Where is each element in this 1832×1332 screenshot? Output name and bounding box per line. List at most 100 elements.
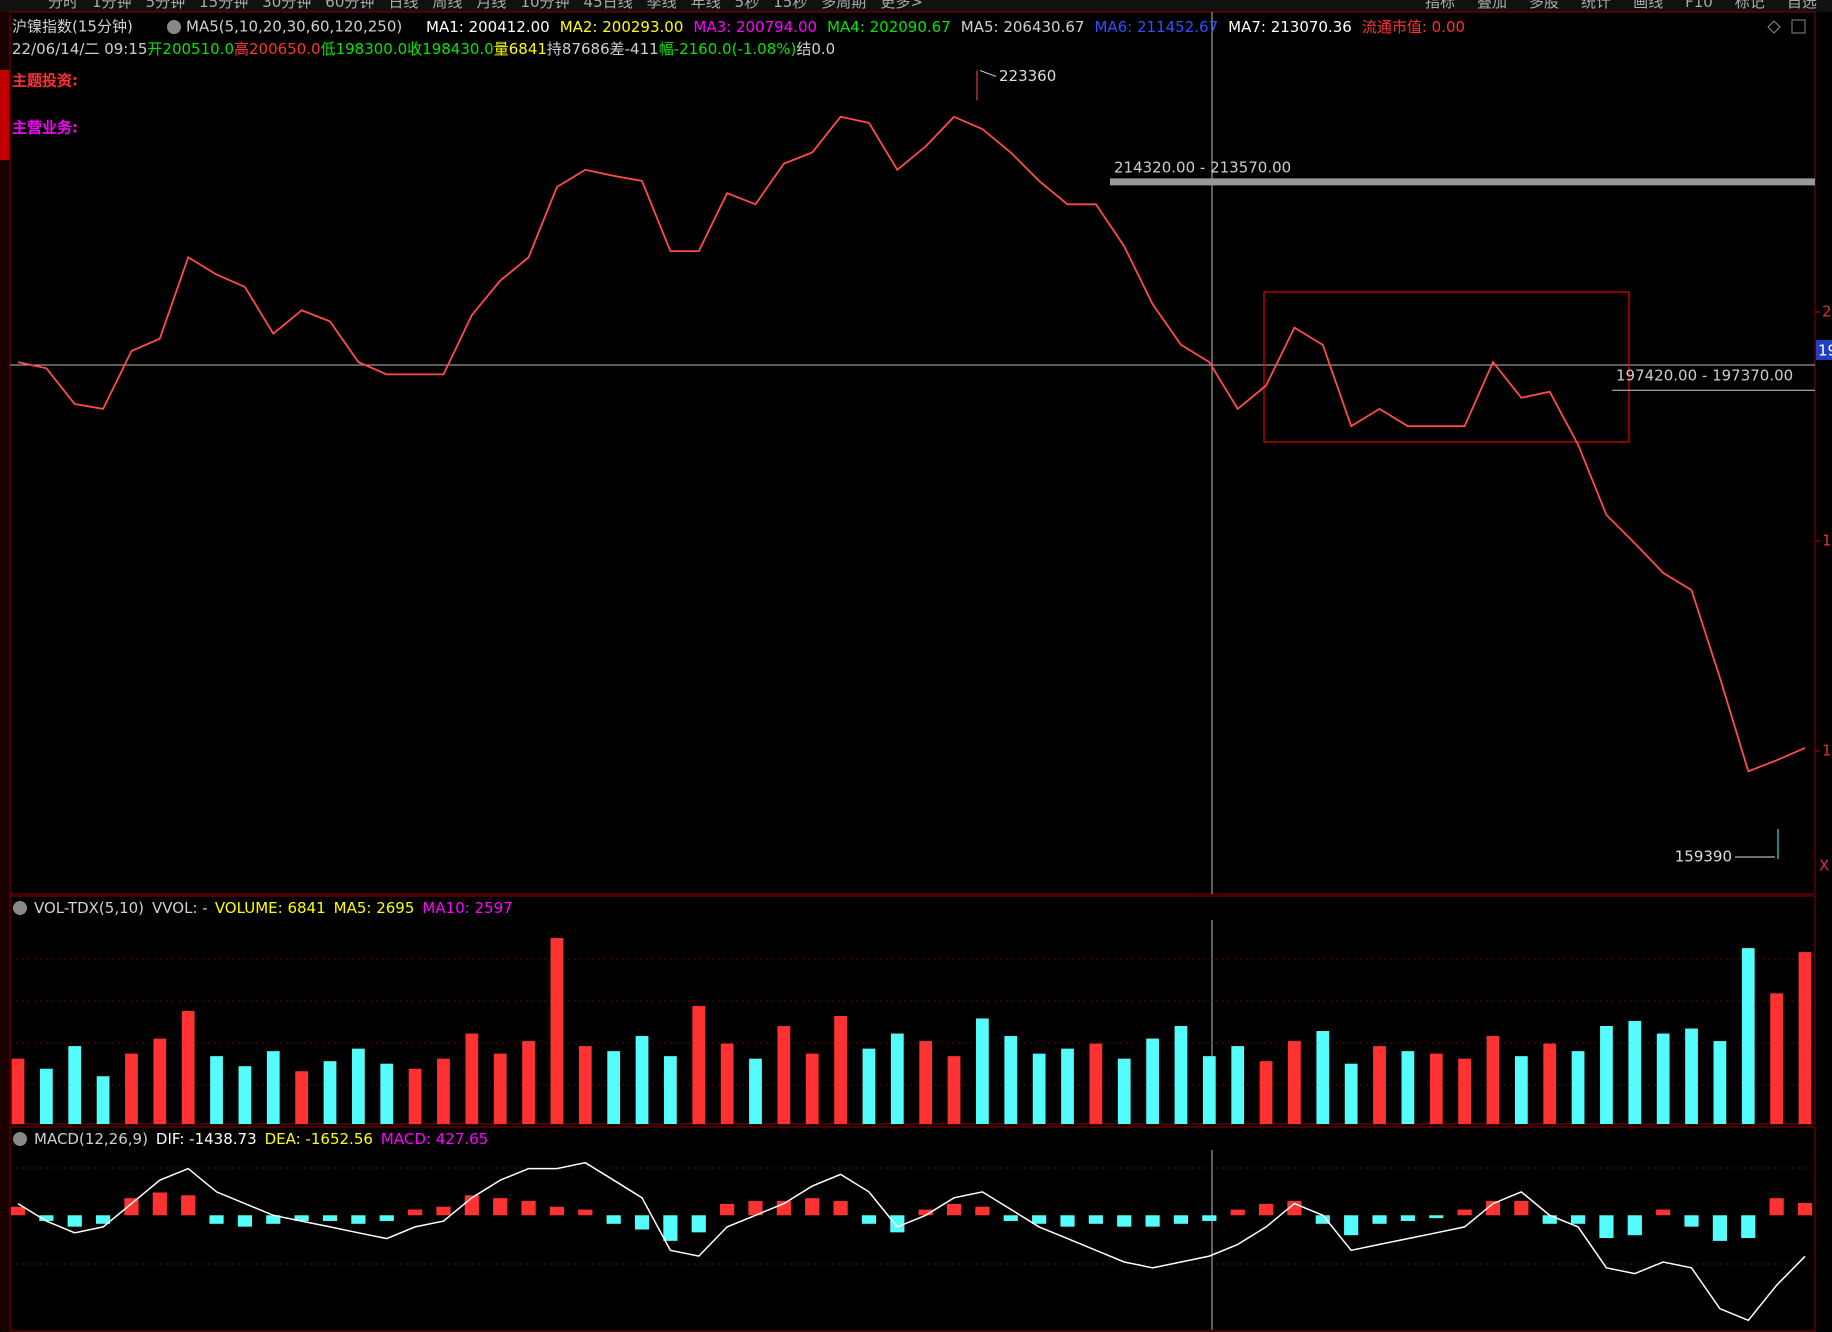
macd-bar	[1400, 1215, 1415, 1221]
macd-header-item: DEA: -1652.56	[265, 1130, 373, 1148]
macd-bar	[748, 1201, 763, 1216]
menu-periods-item[interactable]: 10分钟	[520, 0, 569, 11]
ma-values-item: MA5: 206430.67	[961, 18, 1085, 36]
ma-values-item: MA2: 200293.00	[560, 18, 684, 36]
volume-bar	[1600, 1026, 1613, 1124]
menu-periods-item[interactable]: 30分钟	[262, 0, 311, 11]
quote-item: 低198300.0	[321, 40, 408, 58]
menu-tools-item[interactable]: 自选	[1787, 0, 1817, 11]
dropdown-icon[interactable]	[13, 1132, 27, 1146]
macd-bar	[861, 1215, 877, 1224]
menu-periods-item[interactable]: 分时	[48, 0, 78, 11]
volume-bar	[522, 1041, 535, 1124]
macd-bar	[1457, 1209, 1472, 1216]
macd-bar	[946, 1203, 962, 1216]
volume-bar	[210, 1056, 223, 1124]
macd-bar	[691, 1215, 706, 1233]
volume-bar	[1174, 1026, 1188, 1124]
menu-periods-item[interactable]: 日线	[388, 0, 418, 11]
volume-bar	[862, 1048, 876, 1124]
quote-item: 开200510.0	[147, 40, 234, 58]
volume-bar	[1288, 1041, 1301, 1124]
axis-marker-box	[1816, 340, 1832, 360]
macd-bar	[67, 1215, 82, 1227]
volume-bar	[465, 1033, 479, 1124]
macd-bar	[10, 1206, 26, 1216]
volume-bar	[1117, 1058, 1131, 1124]
macd-bar	[1741, 1215, 1756, 1239]
menu-tools-item[interactable]: 标记	[1735, 0, 1765, 11]
volume-bar	[1401, 1051, 1415, 1124]
volume-bar	[1032, 1053, 1046, 1124]
price-level-label: 214320.00 - 213570.00	[1114, 158, 1291, 176]
low-label: 159390	[1675, 847, 1732, 865]
menu-periods-item[interactable]: 1分钟	[92, 0, 132, 11]
volume-bar	[125, 1053, 138, 1124]
menu-periods-item[interactable]: 周线	[432, 0, 462, 11]
volume-bar	[1486, 1036, 1500, 1124]
diamond-icon[interactable]	[1767, 20, 1781, 34]
volume-bar	[1543, 1043, 1557, 1124]
volume-bar	[1713, 1041, 1727, 1124]
volume-bar	[68, 1046, 82, 1124]
close-mark[interactable]: X	[1819, 857, 1829, 875]
macd-bar	[1117, 1215, 1132, 1227]
macd-bar	[663, 1215, 678, 1241]
drawn-box	[1263, 291, 1630, 443]
price-level-label: 197420.00 - 197370.00	[1616, 367, 1793, 385]
ma-values-item: MA3: 200794.00	[693, 18, 817, 36]
macd-header-item: MACD: 427.65	[381, 1130, 488, 1148]
menu-periods-item[interactable]: 季线	[647, 0, 677, 11]
menu-periods-item[interactable]: 年线	[691, 0, 721, 11]
volume-header-item: VOL-TDX(5,10)	[34, 899, 144, 917]
macd-bar	[408, 1209, 423, 1216]
macd-bar	[1769, 1198, 1784, 1216]
volume-bar	[1798, 952, 1812, 1124]
window-icon[interactable]	[1791, 19, 1806, 34]
menu-periods-item[interactable]: 更多>	[880, 0, 923, 11]
menu-periods-item[interactable]: 多周期	[821, 0, 866, 11]
macd-bar	[351, 1215, 366, 1224]
menu-tools-item[interactable]: 叠加	[1477, 0, 1507, 11]
macd-bar	[1372, 1215, 1387, 1224]
dropdown-icon[interactable]	[167, 20, 181, 34]
macd-bar	[1429, 1215, 1444, 1219]
quote-item: 高200650.0	[234, 40, 321, 58]
macd-bar	[1315, 1215, 1330, 1224]
macd-bar	[493, 1198, 508, 1216]
main-panel	[9, 11, 1816, 895]
macd-bar	[1003, 1215, 1018, 1221]
volume-bar	[96, 1076, 110, 1124]
macd-bar	[181, 1195, 196, 1216]
menu-periods-item[interactable]: 15秒	[773, 0, 807, 11]
menu-periods-item[interactable]: 5秒	[735, 0, 760, 11]
menu-periods-item[interactable]: 45日线	[584, 0, 633, 11]
macd-bar	[1656, 1209, 1671, 1216]
volume-header-item: MA10: 2597	[422, 899, 512, 917]
menu-tools-item[interactable]: 画线	[1633, 0, 1663, 11]
macd-bar	[578, 1209, 593, 1216]
menu-periods-item[interactable]: 月线	[476, 0, 506, 11]
menu-tools-item[interactable]: F10	[1685, 0, 1713, 11]
macd-bar	[1088, 1215, 1103, 1224]
macd-bar	[890, 1215, 905, 1233]
volume-bar	[834, 1015, 847, 1124]
dropdown-icon[interactable]	[13, 901, 27, 915]
volume-bar	[153, 1038, 167, 1124]
macd-bar	[294, 1215, 309, 1221]
macd-bar	[1712, 1215, 1727, 1241]
menu-tools-item[interactable]: 指标	[1425, 0, 1455, 11]
high-pointer	[979, 69, 997, 77]
volume-bar	[890, 1033, 904, 1124]
volume-bar	[408, 1068, 422, 1124]
chart-title: 沪镍指数(15分钟)	[12, 18, 133, 36]
menu-tools-item[interactable]: 多股	[1529, 0, 1559, 11]
menu-periods-item[interactable]: 5分钟	[146, 0, 186, 11]
macd-bar	[805, 1198, 820, 1216]
volume-bar	[1685, 1028, 1698, 1124]
menu-periods-item[interactable]: 15分钟	[199, 0, 248, 11]
macd-bar	[96, 1215, 111, 1224]
menu-tools-item[interactable]: 统计	[1581, 0, 1611, 11]
menu-periods-item[interactable]: 60分钟	[325, 0, 374, 11]
